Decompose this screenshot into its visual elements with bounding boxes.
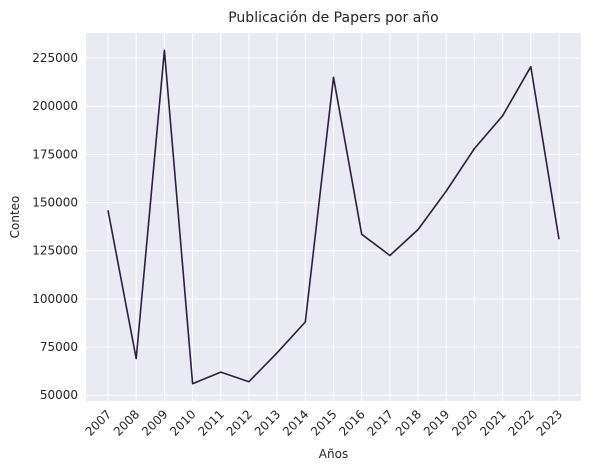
series-group (107, 49, 560, 385)
x-tick-label: 2018 (393, 407, 424, 438)
y-tick-label: 75000 (40, 340, 78, 354)
y-tick-label: 50000 (40, 388, 78, 402)
x-axis-label: Años (319, 447, 348, 461)
y-tick-label: 175000 (32, 147, 78, 161)
x-tick-label: 2007 (83, 407, 114, 438)
y-tick-label: 225000 (32, 51, 78, 65)
x-tick-label: 2010 (167, 407, 198, 438)
y-tick-label: 200000 (32, 99, 78, 113)
x-tick-label: 2012 (224, 407, 255, 438)
x-tick-label: 2013 (252, 407, 283, 438)
y-tick-label: 100000 (32, 292, 78, 306)
x-tick-label: 2017 (364, 407, 395, 438)
grid (86, 33, 581, 401)
x-tick-label: 2016 (336, 407, 367, 438)
x-tick-label: 2020 (449, 407, 480, 438)
x-tick-label: 2022 (505, 407, 536, 438)
x-tick-label: 2014 (280, 407, 311, 438)
x-tick-label: 2008 (111, 407, 142, 438)
series-line (107, 49, 560, 385)
x-tick-label: 2015 (308, 407, 339, 438)
y-tick-labels: 50000 75000 100000 125000 150000 175000 200000… (32, 51, 78, 402)
x-tick-label: 2009 (139, 407, 170, 438)
x-tick-label: 2019 (421, 407, 452, 438)
y-tick-label: 150000 (32, 196, 78, 210)
chart-title: Publicación de Papers por año (228, 10, 439, 26)
x-tick-label: 2011 (195, 407, 226, 438)
x-tick-label: 2021 (477, 407, 508, 438)
x-tick-labels: 2007200820092010201120122013201420152016… (83, 407, 565, 438)
y-tick-label: 125000 (32, 244, 78, 258)
x-tick-label: 2023 (534, 407, 565, 438)
y-axis-label: Conteo (8, 196, 22, 239)
